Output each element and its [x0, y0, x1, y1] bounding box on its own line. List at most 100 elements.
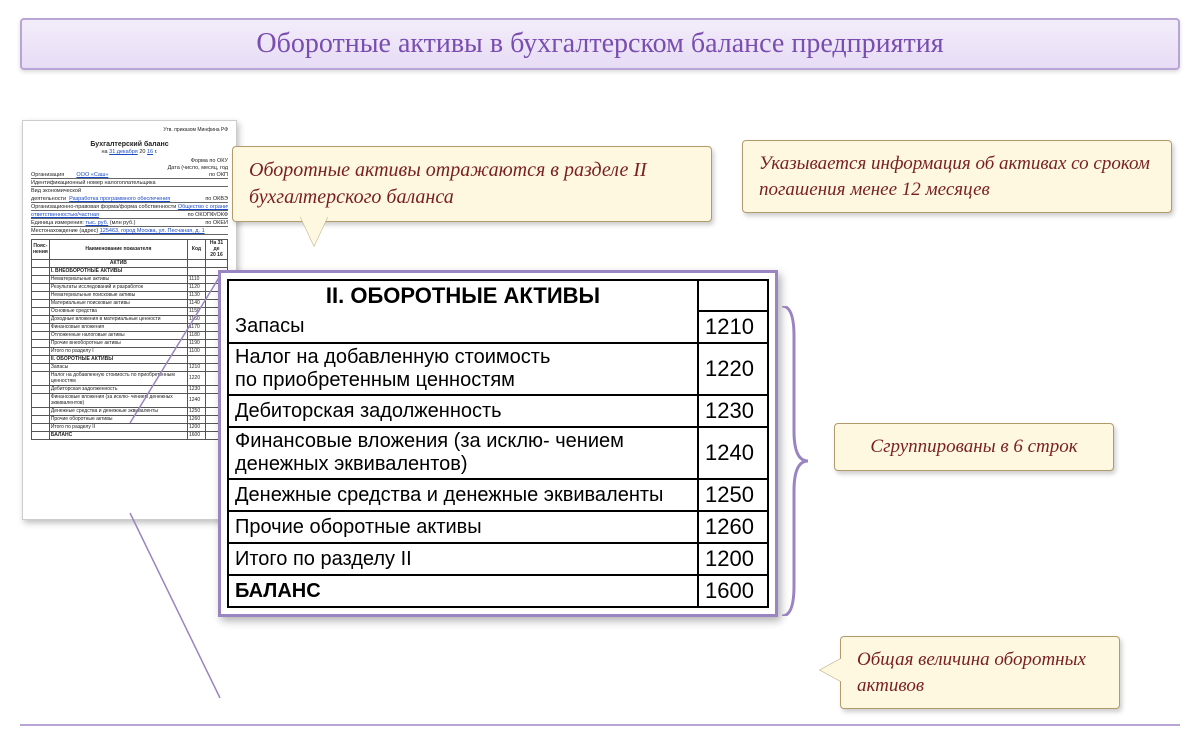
- thumb-r10: Итого по разделу I: [49, 347, 187, 355]
- page-title: Оборотные активы в бухгалтерском балансе…: [20, 18, 1180, 70]
- thumb-r2: Результаты исследований и разработок: [49, 283, 187, 291]
- thumb-r3: Нематериальные поисковые активы: [49, 291, 187, 299]
- thumb-c14: 1240: [188, 393, 206, 407]
- row-label-5: Прочие оборотные активы: [228, 511, 698, 543]
- thumb-r7: Финансовые вложения: [49, 323, 187, 331]
- thumb-r9: Прочие внеоборотные активы: [49, 339, 187, 347]
- thumb-r16: Прочие оборотные активы: [49, 415, 187, 423]
- thumb-date-prefix: на: [102, 149, 108, 155]
- curly-brace-icon: [780, 306, 810, 616]
- thumb-c17: 1200: [188, 423, 206, 431]
- balance-sheet-thumbnail: Утв. приказом Минфина РФ Бухгалтерский б…: [22, 120, 237, 520]
- thumb-approved: Утв. приказом Минфина РФ: [31, 127, 228, 133]
- thumb-org-label: Организация: [31, 172, 64, 178]
- row-code-3: 1240: [698, 427, 768, 479]
- thumb-unit-extra: (млн руб.): [110, 220, 136, 226]
- thumb-unit-value: тыс. руб.: [86, 220, 109, 226]
- thumb-c11: 1210: [188, 363, 206, 371]
- thumb-year-prefix: 20: [139, 149, 145, 155]
- thumb-org-code: по ОКП: [209, 172, 228, 179]
- row-label-4: Денежные средства и денежные эквиваленты: [228, 479, 698, 511]
- thumb-r8: Отложенные налоговые активы: [49, 331, 187, 339]
- row-label-2: Дебиторская задолженность: [228, 395, 698, 427]
- thumb-form2-value: ответственностью/частная: [31, 212, 99, 218]
- thumb-sec1: I. ВНЕОБОРОТНЫЕ АКТИВЫ: [49, 267, 187, 275]
- thumb-form-label: Организационно-правовая форма/форма собс…: [31, 204, 176, 210]
- thumb-sec2: II. ОБОРОТНЫЕ АКТИВЫ: [49, 355, 187, 363]
- thumb-c7: 1170: [188, 323, 206, 331]
- thumb-table: Пояс- нения Наименование показателя Код …: [31, 239, 228, 440]
- thumb-title: Бухгалтерский баланс: [31, 141, 228, 149]
- row-code-6: 1200: [698, 543, 768, 575]
- thumb-date-day: 31 декабря: [109, 149, 138, 155]
- thumb-r15: Денежные средства и денежные эквиваленты: [49, 407, 187, 415]
- thumb-r13: Дебиторская задолженность: [49, 385, 187, 393]
- thumb-c6: 1160: [188, 315, 206, 323]
- thumb-r17: Итого по разделу II: [49, 423, 187, 431]
- thumb-col-date: На 31 де20 16: [206, 239, 228, 259]
- thumb-addr-value: 125463, город Москва, ул. Песчаная, д. 1: [100, 228, 205, 234]
- thumb-r1: Нематериальные активы: [49, 275, 187, 283]
- thumb-c5: 1150: [188, 307, 206, 315]
- thumb-col-name: Наименование показателя: [49, 239, 187, 259]
- callout-six-rows: Сгруппированы в 6 строк: [834, 423, 1114, 471]
- main-table: II. ОБОРОТНЫЕ АКТИВЫ Запасы1210 Налог на…: [227, 279, 769, 608]
- callout-total-pointer: [820, 658, 842, 682]
- row-code-2: 1230: [698, 395, 768, 427]
- thumb-asset: АКТИВ: [49, 259, 187, 267]
- row-label-6: Итого по разделу II: [228, 543, 698, 575]
- thumb-r11: Запасы: [49, 363, 187, 371]
- main-table-header: II. ОБОРОТНЫЕ АКТИВЫ: [228, 280, 698, 311]
- thumb-form-code: Форма по ОКУ: [31, 158, 228, 165]
- thumb-activity2: деятельности: [31, 196, 66, 202]
- thumb-c4: 1140: [188, 299, 206, 307]
- row-code-0: 1210: [698, 311, 768, 343]
- thumb-activity-value: Разработка программного обеспечения: [69, 196, 170, 202]
- thumb-c1: 1110: [188, 275, 206, 283]
- bottom-rule: [20, 724, 1180, 726]
- thumb-c12: 1220: [188, 371, 206, 385]
- row-code-7: 1600: [698, 575, 768, 607]
- thumb-form2-code: по ОКОПФ/ОКФ: [188, 212, 228, 219]
- thumb-date-suffix: г.: [155, 149, 158, 155]
- thumb-r6: Доходные вложения в материальные ценност…: [49, 315, 187, 323]
- row-label-1: Налог на добавленную стоимость по приобр…: [228, 343, 698, 395]
- thumb-addr-label: Местонахождение (адрес): [31, 228, 98, 234]
- thumb-r5: Основные средства: [49, 307, 187, 315]
- thumb-c3: 1130: [188, 291, 206, 299]
- thumb-c18: 1600: [188, 431, 206, 439]
- thumb-c16: 1260: [188, 415, 206, 423]
- thumb-r12: Налог на добавленную стоимость по приобр…: [49, 371, 187, 385]
- main-table-wrap: II. ОБОРОТНЫЕ АКТИВЫ Запасы1210 Налог на…: [218, 270, 778, 617]
- thumb-c2: 1120: [188, 283, 206, 291]
- callout-section2: Оборотные активы отражаются в разделе II…: [232, 146, 712, 222]
- thumb-c13: 1230: [188, 385, 206, 393]
- thumb-year: 16: [147, 149, 153, 155]
- thumb-r18: БАЛАНС: [49, 431, 187, 439]
- row-code-1: 1220: [698, 343, 768, 395]
- thumb-date-label: Дата (число, месяц, год: [31, 165, 228, 172]
- thumb-c9: 1190: [188, 339, 206, 347]
- thumb-unit-label: Единица измерения:: [31, 220, 84, 226]
- callout-total: Общая величина оборотных активов: [840, 636, 1120, 709]
- thumb-r4: Материальные поисковые активы: [49, 299, 187, 307]
- thumb-col-expl: Пояс- нения: [32, 239, 50, 259]
- callout-section2-pointer: [300, 216, 328, 246]
- callout-short-term: Указывается информация об активах со сро…: [742, 140, 1172, 213]
- thumb-unit-code: по ОКЕЙ: [205, 220, 228, 227]
- thumb-activity-label: Вид экономической: [31, 188, 228, 195]
- thumb-inn: Идентификационный номер налогоплательщик…: [31, 180, 228, 187]
- thumb-c8: 1180: [188, 331, 206, 339]
- thumb-c10: 1100: [188, 347, 206, 355]
- thumb-org-value: ООО «Саш»: [76, 172, 108, 178]
- thumb-c15: 1250: [188, 407, 206, 415]
- thumb-form-value: Общество с ограниченно: [178, 204, 228, 210]
- row-label-3: Финансовые вложения (за исклю- чением де…: [228, 427, 698, 479]
- row-code-4: 1250: [698, 479, 768, 511]
- thumb-col-code: Код: [188, 239, 206, 259]
- row-label-7: БАЛАНС: [228, 575, 698, 607]
- thumb-r14: Финансовые вложения (за исклю- чением де…: [49, 393, 187, 407]
- row-code-5: 1260: [698, 511, 768, 543]
- row-label-0: Запасы: [228, 311, 698, 343]
- thumb-activity-code: по ОКВЭ: [205, 196, 228, 203]
